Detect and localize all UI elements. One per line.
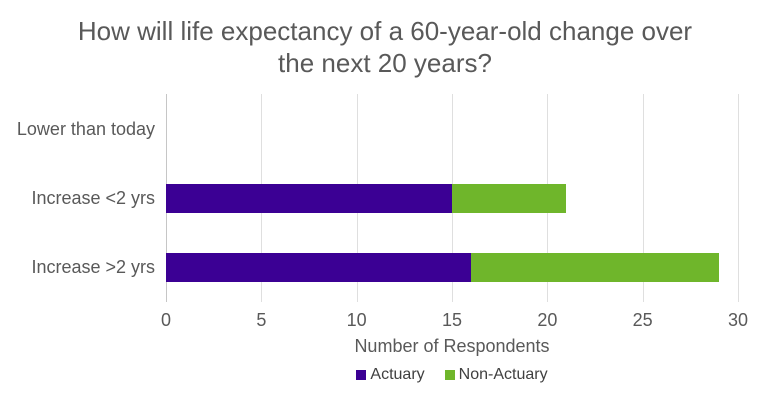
bar-segment-non-actuary-increase-2-yrs [471,252,719,282]
x-tick-label-5: 5 [256,310,267,330]
bar-segment-non-actuary-increase-2-yrs [452,183,567,213]
plot-area [166,94,739,302]
x-tick-label-0: 0 [160,310,171,330]
bar-segment-actuary-increase-2-yrs [166,183,452,213]
legend-swatch-actuary [356,370,367,380]
x-tick-label-15: 15 [441,310,463,330]
legend-swatch-non-actuary [444,370,455,380]
category-label-lower-than-today: Lower than today [16,118,155,139]
x-axis-title: Number of Respondents [354,336,550,356]
category-label-increase-2-yrs: Increase >2 yrs [31,257,155,278]
legend-item-non-actuary: Non-Actuary [444,366,548,384]
x-tick-label-30: 30 [727,310,749,330]
x-tick-label-25: 25 [632,310,653,330]
x-tick-label-10: 10 [346,310,367,330]
chart-title: How will life expectancy of a 60-year-ol… [77,16,693,78]
legend-item-actuary: Actuary [356,366,425,384]
bar-row-increase-2-yrs [166,183,567,213]
gridline-x-25 [642,94,644,302]
category-label-increase-2-yrs: Increase <2 yrs [31,188,155,208]
x-tick-label-20: 20 [537,310,558,330]
legend-label-actuary: Actuary [370,366,425,383]
bar-row-increase-2-yrs [166,252,719,282]
bar-segment-actuary-increase-2-yrs [166,252,472,282]
legend: Actuary Non-Actuary [166,366,738,384]
gridline-x-30 [738,94,739,302]
legend-label-non-actuary: Non-Actuary [458,366,548,383]
